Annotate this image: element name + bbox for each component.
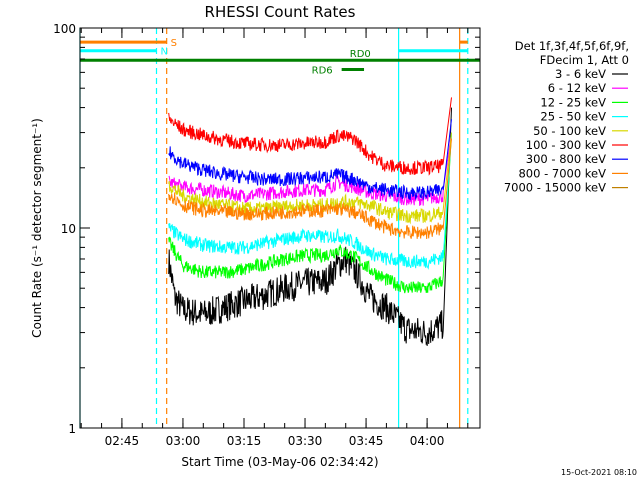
state-label-5: RD6 — [312, 66, 333, 77]
plot-area: SN RD0 RD6 1 10 100 02:45 03:00 03:15 03:30 03:45… — [53, 22, 481, 448]
legend: Det 1f,3f,4f,5f,6f,9f, FDecim 1, Att 0 3… — [504, 39, 629, 195]
y-tick-label-2: 100 — [53, 22, 76, 36]
series-line-5 — [168, 97, 452, 176]
x-axis-label: Start Time (03-May-06 02:34:42) — [181, 455, 378, 469]
legend-header-line-1: Det 1f,3f,4f,5f,6f,9f, — [515, 39, 629, 53]
series-line-1 — [168, 132, 452, 206]
legend-label-1: 6 - 12 keV — [548, 81, 606, 95]
x-tick-label-3: 03:30 — [288, 434, 323, 448]
legend-label-4: 50 - 100 keV — [533, 124, 606, 138]
legend-label-2: 12 - 25 keV — [540, 95, 606, 109]
attenuator-state-bars: SN RD0 RD6 — [80, 38, 480, 77]
chart-title: RHESSI Count Rates — [205, 3, 356, 21]
x-tick-label-2: 03:15 — [227, 434, 262, 448]
x-tick-label-4: 03:45 — [349, 434, 384, 448]
series-lines — [168, 97, 452, 346]
x-tick-label-0: 02:45 — [105, 434, 140, 448]
vertical-markers — [79, 28, 469, 428]
series-line-7 — [168, 138, 452, 240]
legend-header-line-2: FDecim 1, Att 0 — [540, 53, 629, 67]
series-line-6 — [168, 119, 452, 201]
legend-label-7: 800 - 7000 keV — [518, 166, 606, 180]
series-line-3 — [168, 132, 452, 270]
legend-label-6: 300 - 800 keV — [526, 152, 606, 166]
y-tick-label-1: 10 — [61, 222, 76, 236]
state-label-4: RD0 — [350, 49, 371, 60]
plot-frame — [79, 27, 481, 429]
legend-label-0: 3 - 6 keV — [555, 67, 606, 81]
y-tick-label-0: 1 — [68, 422, 76, 436]
x-tick-label-1: 03:00 — [166, 434, 201, 448]
x-tick-label-5: 04:00 — [410, 434, 445, 448]
legend-label-8: 7000 - 15000 keV — [504, 181, 606, 195]
state-label-1: N — [161, 47, 168, 58]
footer-timestamp: 15-Oct-2021 08:10 — [561, 468, 637, 477]
state-label-0: S — [171, 38, 177, 49]
axis-ticks: 1 10 100 02:45 03:00 03:15 03:30 03:45 04:00 — [53, 22, 480, 448]
legend-label-3: 25 - 50 keV — [540, 110, 606, 124]
series-line-0 — [168, 107, 452, 346]
y-axis-label: Count Rate (s⁻¹ detector segment⁻¹) — [30, 118, 44, 338]
series-line-2 — [168, 132, 452, 294]
legend-label-5: 100 - 300 keV — [526, 138, 606, 152]
